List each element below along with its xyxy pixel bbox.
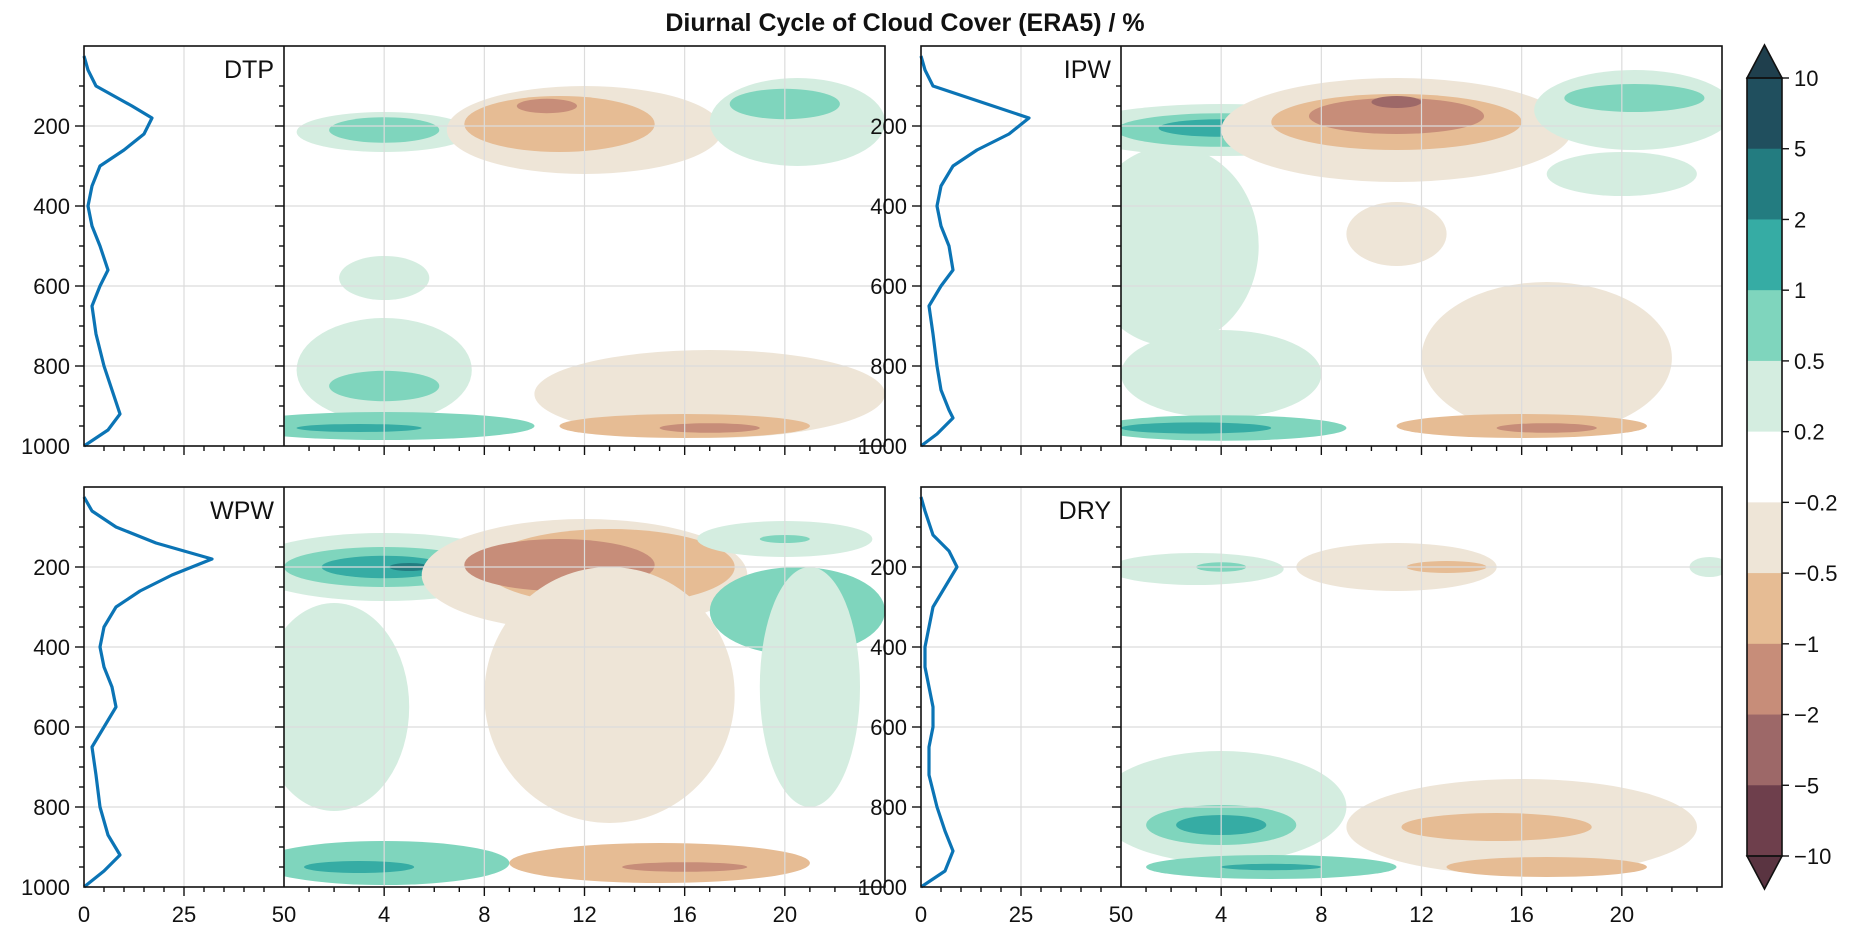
y-tick-label: 400 bbox=[33, 635, 70, 660]
colorbar-label: 0.5 bbox=[1794, 349, 1825, 374]
contour-region bbox=[1346, 202, 1447, 266]
colorbar-segment bbox=[1747, 290, 1782, 362]
contour-region bbox=[1371, 96, 1422, 108]
colorbar-label: 1 bbox=[1794, 278, 1806, 303]
y-tick-label: 800 bbox=[870, 795, 907, 820]
colorbar-segment bbox=[1747, 78, 1782, 150]
cloud-profile-line bbox=[82, 496, 214, 889]
colorbar-label: −10 bbox=[1794, 844, 1831, 869]
contour-region bbox=[516, 98, 578, 114]
x-tick-label: 0 bbox=[78, 902, 90, 927]
contour-region bbox=[1401, 813, 1592, 841]
x-tick-label: 16 bbox=[1509, 902, 1533, 927]
colorbar-extend-top bbox=[1745, 43, 1784, 79]
cloud-profile-line bbox=[82, 55, 154, 448]
colorbar-segment bbox=[1747, 148, 1782, 220]
contour-region bbox=[1421, 282, 1672, 434]
panel-label: IPW bbox=[1064, 56, 1112, 84]
y-tick-label: 400 bbox=[33, 194, 70, 219]
x-tick-label: 12 bbox=[1409, 902, 1433, 927]
panel-ipw: 200 400 600 800 1000 IPW bbox=[858, 45, 1723, 459]
colorbar-segment bbox=[1747, 785, 1782, 857]
colorbar-extend-bottom bbox=[1745, 855, 1784, 891]
y-tick-label: 800 bbox=[33, 795, 70, 820]
contour-region bbox=[1446, 857, 1647, 877]
colorbar-segment bbox=[1747, 573, 1782, 645]
panel-dry: 200 400 600 800 1000 0 25 50 4 8 12 16 20 DRY bbox=[858, 486, 1723, 927]
contour-region bbox=[1564, 84, 1705, 112]
cloud-profile-line bbox=[919, 496, 959, 889]
contour-region bbox=[759, 567, 861, 807]
y-tick-label: 600 bbox=[870, 715, 907, 740]
x-tick-label: 4 bbox=[1215, 902, 1227, 927]
y-tick-label: 200 bbox=[870, 555, 907, 580]
y-tick-label: 600 bbox=[870, 274, 907, 299]
x-tick-label: 20 bbox=[1610, 902, 1634, 927]
panel-label: DTP bbox=[224, 56, 274, 84]
contour-region bbox=[484, 567, 735, 823]
contour-region bbox=[1121, 146, 1259, 346]
colorbar-label: 10 bbox=[1794, 66, 1818, 91]
colorbar-segment bbox=[1747, 360, 1782, 433]
panel-dtp: 200 400 600 800 1000 DTP bbox=[21, 45, 886, 459]
contour-region bbox=[1308, 98, 1485, 134]
y-tick-label: 1000 bbox=[858, 875, 907, 900]
y-tick-label: 1000 bbox=[21, 434, 70, 459]
contour-region bbox=[1121, 553, 1284, 585]
y-tick-label: 400 bbox=[870, 635, 907, 660]
colorbar-label: −5 bbox=[1794, 773, 1819, 798]
y-tick-label: 200 bbox=[33, 555, 70, 580]
y-tick-label: 1000 bbox=[858, 434, 907, 459]
colorbar-segment bbox=[1747, 502, 1782, 574]
contour-region bbox=[1221, 863, 1322, 871]
panel-wpw: 200 400 600 800 1000 0 25 50 4 8 12 16 20 WPW bbox=[21, 486, 886, 927]
y-tick-label: 600 bbox=[33, 715, 70, 740]
panel-label: DRY bbox=[1059, 497, 1112, 525]
contour-region bbox=[464, 96, 655, 152]
colorbar-label: 5 bbox=[1794, 137, 1806, 162]
figure-title: Diurnal Cycle of Cloud Cover (ERA5) / % bbox=[665, 9, 1144, 37]
x-tick-label: 0 bbox=[915, 902, 927, 927]
x-tick-label: 8 bbox=[478, 902, 490, 927]
contour-region bbox=[659, 423, 760, 433]
colorbar: 10 5 2 1 0.5 0.2 −0.2 −0.5 −1 −2 −5 −10 bbox=[1745, 43, 1837, 891]
y-tick-label: 800 bbox=[870, 354, 907, 379]
colorbar-label: −0.5 bbox=[1794, 561, 1837, 586]
contour-region bbox=[1121, 422, 1272, 434]
contour-region bbox=[284, 603, 410, 811]
x-tick-label: 25 bbox=[172, 902, 196, 927]
x-tick-label: 50 bbox=[272, 902, 296, 927]
contour-region bbox=[304, 861, 415, 873]
y-tick-label: 400 bbox=[870, 194, 907, 219]
cloud-profile-line bbox=[919, 55, 1031, 448]
y-tick-label: 200 bbox=[33, 114, 70, 139]
panel-label: WPW bbox=[210, 497, 274, 525]
colorbar-label: 2 bbox=[1794, 207, 1806, 232]
colorbar-segment bbox=[1747, 643, 1782, 716]
y-tick-label: 200 bbox=[870, 114, 907, 139]
colorbar-label: −1 bbox=[1794, 632, 1819, 657]
colorbar-label: 0.2 bbox=[1794, 420, 1825, 445]
y-tick-label: 800 bbox=[33, 354, 70, 379]
contour-region bbox=[1496, 423, 1597, 433]
x-tick-label: 8 bbox=[1315, 902, 1327, 927]
x-tick-label: 50 bbox=[1109, 902, 1133, 927]
x-tick-label: 4 bbox=[378, 902, 390, 927]
y-tick-label: 1000 bbox=[21, 875, 70, 900]
contour-region bbox=[296, 424, 422, 432]
x-tick-label: 25 bbox=[1009, 902, 1033, 927]
x-tick-label: 12 bbox=[572, 902, 596, 927]
colorbar-label: −2 bbox=[1794, 703, 1819, 728]
colorbar-segment bbox=[1747, 219, 1782, 291]
x-tick-label: 20 bbox=[773, 902, 797, 927]
y-tick-label: 600 bbox=[33, 274, 70, 299]
x-tick-label: 16 bbox=[672, 902, 696, 927]
colorbar-segment bbox=[1747, 431, 1782, 503]
colorbar-segment bbox=[1747, 714, 1782, 786]
colorbar-label: −0.2 bbox=[1794, 490, 1837, 515]
